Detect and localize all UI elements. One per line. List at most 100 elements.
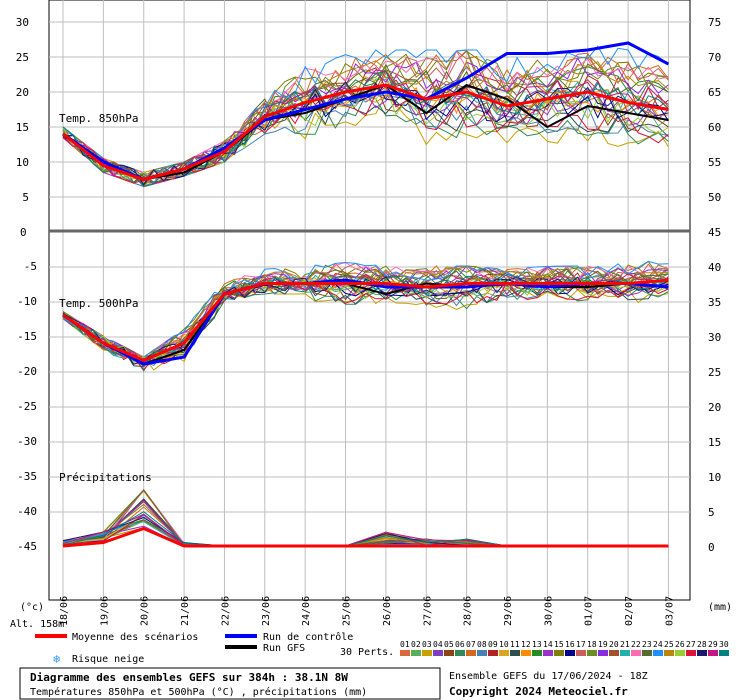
- y-tick-label-500: -10: [17, 295, 37, 308]
- pert-swatch: [598, 650, 608, 656]
- y-tick-label-850: 15: [16, 121, 29, 134]
- x-tick-label: 29/06: [503, 596, 514, 626]
- pert-swatch: [664, 650, 674, 656]
- x-tick-label: 28/06: [463, 596, 474, 626]
- y2-tick-label-500: 40: [708, 261, 721, 274]
- highlight-lines: [62, 41, 670, 548]
- y-tick-label-500: -30: [17, 435, 37, 448]
- y2-tick-label-500: 0: [708, 541, 715, 554]
- pert-swatch: [400, 650, 410, 656]
- pert-swatch: [521, 650, 531, 656]
- pert-swatch: [686, 650, 696, 656]
- pert-number: 24: [653, 640, 663, 649]
- pert-number: 11: [510, 640, 520, 649]
- y-tick-label-850: 10: [16, 156, 29, 169]
- pert-number: 26: [675, 640, 685, 649]
- pert-swatch: [532, 650, 542, 656]
- pert-swatch: [697, 650, 707, 656]
- pert-swatch: [433, 650, 443, 656]
- legend-control-swatch: [225, 634, 257, 638]
- y2-tick-label-500: 20: [708, 401, 721, 414]
- pert-swatch: [554, 650, 564, 656]
- unit-left: (°c): [20, 602, 44, 613]
- pert-swatch: [444, 650, 454, 656]
- pert-number: 22: [631, 640, 641, 649]
- x-tick-label: 20/06: [140, 596, 151, 626]
- pert-swatch: [576, 650, 586, 656]
- y-tick-label-850: 5: [22, 191, 29, 204]
- pert-swatch: [642, 650, 652, 656]
- pert-swatch: [411, 650, 421, 656]
- y2-tick-label-500: 30: [708, 331, 721, 344]
- y2-tick-label-850: 55: [708, 156, 721, 169]
- y-tick-label-500: -15: [17, 330, 37, 343]
- pert-swatch: [510, 650, 520, 656]
- member-line-850: [62, 69, 669, 188]
- panel-label-850: Temp. 850hPa: [59, 112, 138, 125]
- x-tick-label: 25/06: [342, 596, 353, 626]
- y2-tick-label-500: 10: [708, 471, 721, 484]
- pert-number: 06: [455, 640, 465, 649]
- y-tick-label-500: -20: [17, 365, 37, 378]
- y2-tick-label-500: 5: [708, 506, 715, 519]
- pert-number: 07: [466, 640, 476, 649]
- legend-mean-swatch: [35, 634, 67, 638]
- pert-number: 15: [554, 640, 564, 649]
- y-tick-label-500: -5: [24, 260, 37, 273]
- y2-tick-label-850: 50: [708, 191, 721, 204]
- legend-control-label: Run de contrôle: [263, 631, 353, 643]
- y2-tick-label-500: 35: [708, 296, 721, 309]
- member-line-500: [62, 273, 669, 365]
- pert-swatch: [708, 650, 718, 656]
- x-tick-label: 21/06: [180, 596, 191, 626]
- footer-subtitle: Températures 850hPa et 500hPa (°C) , pré…: [30, 686, 367, 698]
- y2-tick-label-850: 60: [708, 121, 721, 134]
- pert-number: 21: [620, 640, 630, 649]
- footer-copyright: Copyright 2024 Meteociel.fr: [449, 685, 628, 698]
- x-tick-label: 22/06: [220, 596, 231, 626]
- pert-number: 13: [532, 640, 542, 649]
- pert-swatch: [455, 650, 465, 656]
- pert-swatch: [620, 650, 630, 656]
- pert-swatch: [653, 650, 663, 656]
- y2-tick-label-850: 65: [708, 86, 721, 99]
- y2-tick-label-500: 15: [708, 436, 721, 449]
- member-line-850: [62, 59, 669, 188]
- pert-swatch: [675, 650, 685, 656]
- panel-label-500: Temp. 500hPa: [59, 297, 138, 310]
- x-tick-label: 18/06: [59, 596, 70, 626]
- y2-tick-label-850: 75: [708, 16, 721, 29]
- pert-number: 19: [598, 640, 608, 649]
- pert-swatch: [499, 650, 509, 656]
- pert-number: 12: [521, 640, 531, 649]
- legend-mean-label: Moyenne des scénarios: [72, 631, 198, 643]
- pert-swatch: [609, 650, 619, 656]
- pert-number: 08: [477, 640, 487, 649]
- footer-box: [19, 667, 441, 700]
- member-line-500: [62, 260, 669, 361]
- y-tick-label-500: -40: [17, 505, 37, 518]
- legend-gfs-swatch: [225, 645, 257, 649]
- pert-swatch: [543, 650, 553, 656]
- pert-number: 04: [433, 640, 443, 649]
- y-tick-label-zero: 0: [20, 226, 27, 239]
- pert-number: 17: [576, 640, 586, 649]
- x-tick-label: 27/06: [422, 596, 433, 626]
- pert-number: 18: [587, 640, 597, 649]
- pert-swatch: [631, 650, 641, 656]
- y-tick-label-500: -45: [17, 540, 37, 553]
- legend-snow-label: Risque neige: [72, 654, 144, 665]
- pert-swatch: [719, 650, 729, 656]
- snowflake-icon: ❄: [53, 652, 60, 666]
- unit-right: (mm): [708, 602, 732, 613]
- pert-number: 30: [719, 640, 729, 649]
- x-tick-label: 24/06: [301, 596, 312, 626]
- pert-number: 23: [642, 640, 652, 649]
- mean-line: [62, 278, 669, 363]
- pert-number: 28: [697, 640, 707, 649]
- panel-label-precip: Précipitations: [59, 471, 152, 484]
- gfs-line: [62, 282, 669, 366]
- x-tick-label: 23/06: [261, 596, 272, 626]
- y2-tick-label-500: 45: [708, 226, 721, 239]
